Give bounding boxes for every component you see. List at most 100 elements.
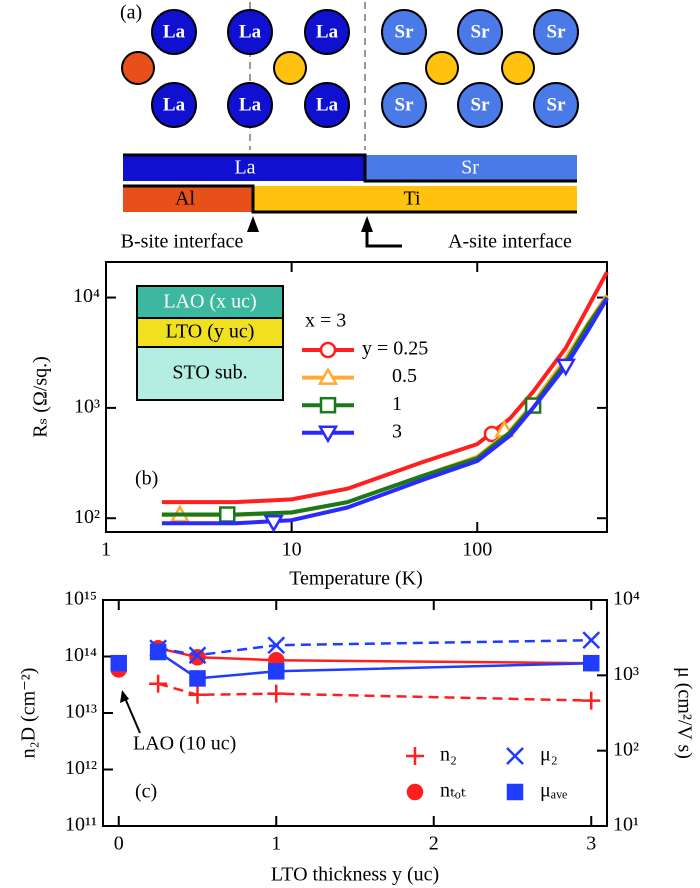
data-marker [189, 648, 206, 666]
legend-marker [506, 783, 524, 801]
data-marker [267, 636, 286, 655]
x-tick-label: 100 [462, 539, 492, 561]
inset-box [136, 346, 284, 401]
b-atom [273, 51, 307, 85]
data-marker [189, 670, 206, 687]
y2-tick-label: 10¹ [613, 814, 639, 836]
legend-label: μ₂ [540, 744, 558, 766]
data-marker [263, 514, 284, 533]
atom-label: Sr [395, 21, 415, 42]
x-axis-title: Temperature (K) [289, 568, 423, 590]
layer-al [123, 186, 253, 212]
y-tick-label: 10¹⁴ [64, 644, 97, 666]
series-line [157, 682, 592, 702]
legend-label: 1 [392, 393, 402, 415]
layer-edge [123, 153, 577, 183]
y-tick-label: 10¹¹ [65, 814, 97, 836]
y2-tick-label: 10³ [613, 663, 639, 685]
data-marker [267, 684, 286, 703]
legend-marker [319, 396, 337, 414]
data-marker [188, 685, 207, 704]
x-tick-label: 2 [429, 833, 439, 855]
legend-marker [319, 341, 337, 359]
y2-tick-label: 10⁴ [613, 588, 640, 610]
x-tick-label: 3 [586, 833, 596, 855]
legend-title: x = 3 [305, 310, 346, 332]
atom-label: La [239, 21, 262, 42]
panel-label: (c) [135, 781, 157, 803]
y-axis-title: Rₛ (Ω/sq.) [30, 356, 52, 438]
data-marker [149, 643, 167, 661]
legend-marker [406, 783, 424, 801]
data-marker [268, 663, 285, 680]
annotation-arrow [120, 690, 129, 703]
atom-label: Sr [471, 94, 491, 115]
legend-label: y = 0.25 [362, 338, 428, 360]
interface-label: B-site interface [121, 231, 244, 253]
x-tick-label: 10 [282, 539, 302, 561]
inset-label: STO sub. [172, 362, 247, 384]
a-atom [227, 82, 273, 128]
data-marker [219, 506, 236, 523]
atom-label: Sr [547, 94, 567, 115]
y-tick-label: 10³ [74, 395, 100, 417]
atom-label: Sr [547, 21, 567, 42]
atom-label: La [316, 21, 339, 42]
data-marker [149, 674, 168, 693]
legend-marker [406, 747, 424, 765]
y-tick-label: 10¹⁵ [64, 588, 97, 610]
a-atom [381, 9, 427, 55]
panel-label: (a) [120, 2, 142, 24]
y-tick-label: 10¹² [65, 757, 97, 779]
atom-label: Sr [471, 21, 491, 42]
annotation-arrow [124, 697, 141, 734]
atom-label: La [239, 94, 262, 115]
atom-label: Sr [395, 94, 415, 115]
b-atom [425, 51, 459, 85]
layer-label: Ti [403, 188, 421, 210]
layer-label: Sr [461, 157, 479, 179]
legend-label: n₂ [440, 744, 457, 766]
y-tick-label: 10² [74, 506, 100, 528]
data-marker [582, 691, 601, 710]
series-line [157, 646, 592, 665]
a-atom [457, 9, 503, 55]
layer-sr [365, 155, 577, 181]
layer-ti [253, 186, 577, 212]
a-atom [533, 82, 579, 128]
legend-label: 0.5 [392, 365, 417, 387]
plot-frame [102, 599, 608, 827]
inset-box [136, 317, 284, 348]
interface-label: A-site interface [448, 231, 572, 253]
y-tick-label: 10¹³ [65, 701, 97, 723]
data-marker [188, 646, 207, 665]
x-axis-title: LTO thickness y (uc) [271, 864, 439, 886]
x-tick-label: 1 [271, 833, 281, 855]
arrow [361, 216, 373, 232]
data-marker [555, 358, 576, 377]
series-line [157, 650, 592, 680]
panel-label: (b) [135, 468, 158, 490]
atom-label: La [163, 94, 186, 115]
legend-label: nₜₒₜ [440, 780, 466, 802]
reference-marker [110, 654, 127, 672]
atom-group: La La La Sr Sr Sr La La La Sr Sr Sr [121, 9, 579, 128]
a-atom [227, 9, 273, 55]
arrow [247, 216, 259, 232]
legend-marker [317, 425, 339, 444]
series-line [161, 271, 609, 505]
legend-marker [317, 367, 339, 385]
arrow-line [365, 230, 402, 248]
y-tick-label: 10⁴ [73, 285, 100, 307]
plot-frame [105, 261, 608, 533]
layer-label: La [234, 157, 255, 179]
b-atom [121, 51, 155, 85]
legend-marker [506, 747, 524, 765]
a-atom [151, 9, 197, 55]
a-atom [151, 82, 197, 128]
a-atom [381, 82, 427, 128]
atom-label: La [163, 21, 186, 42]
b-atom [501, 51, 535, 85]
